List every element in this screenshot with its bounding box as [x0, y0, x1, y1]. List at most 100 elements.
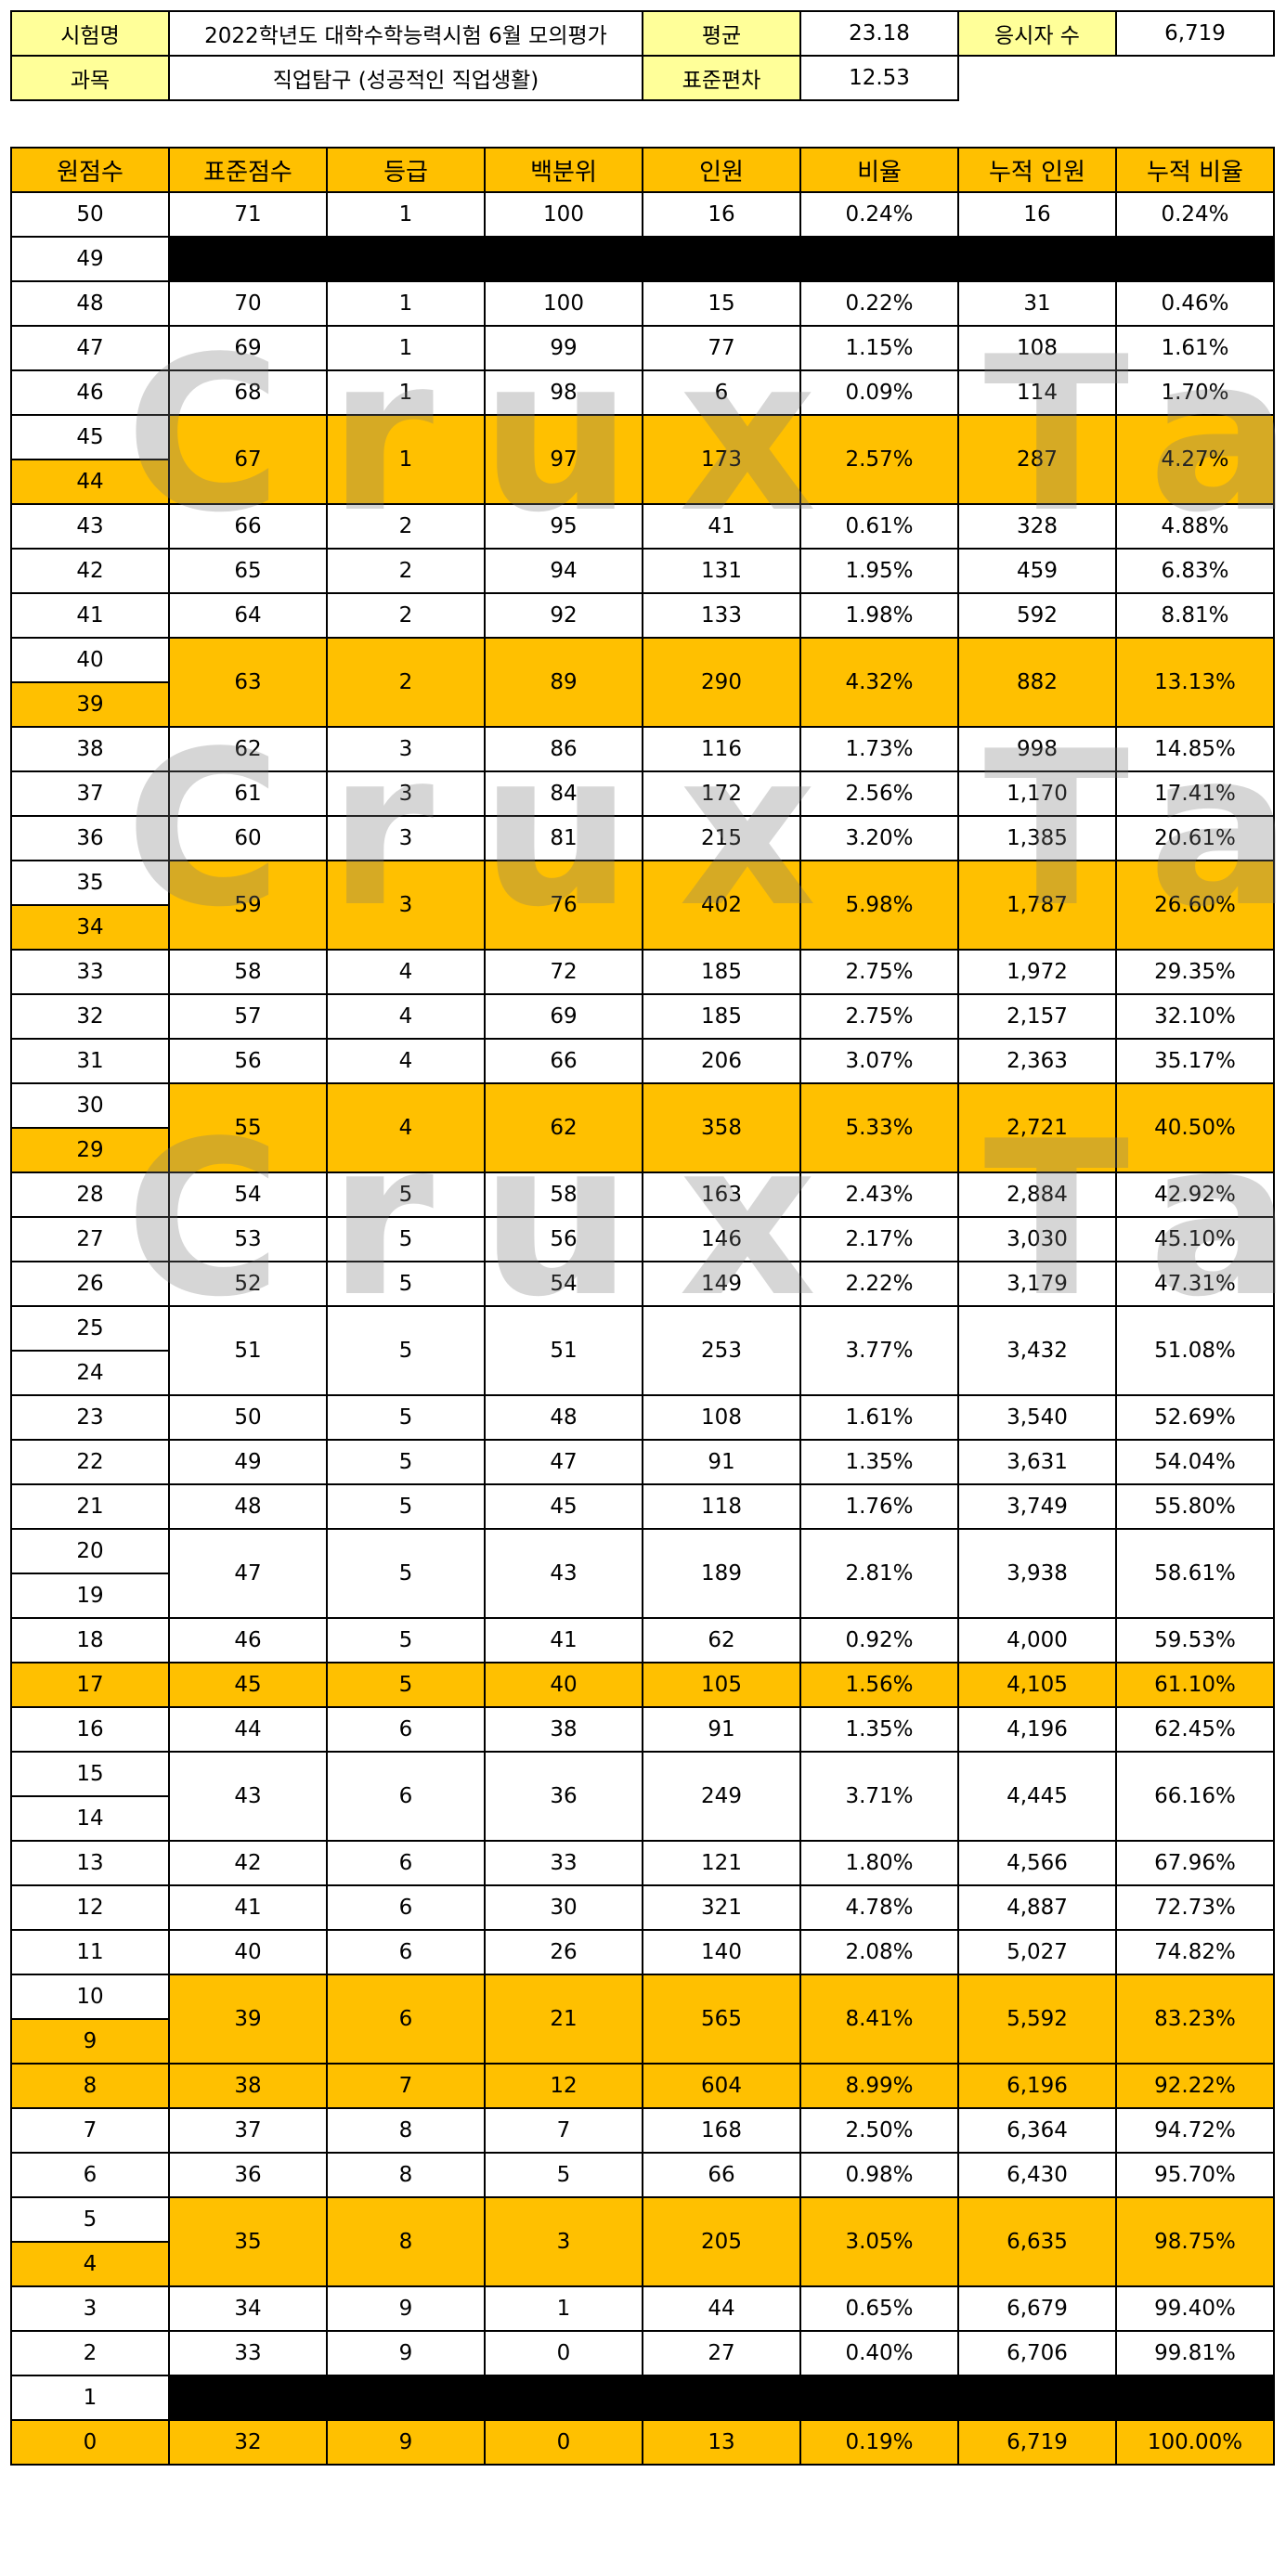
standard-score-cell: 33	[168, 2330, 328, 2376]
column-header-percentile: 백분위	[484, 147, 643, 193]
percentile-cell: 21	[484, 1974, 643, 2065]
cumulative-ratio-cell: 51.08%	[1115, 1305, 1275, 1396]
standard-score-cell: 41	[168, 1884, 328, 1931]
count-cell: 62	[642, 1617, 801, 1663]
standard-score-cell: 38	[168, 2063, 328, 2109]
grade-cell: 5	[326, 1617, 486, 1663]
cumulative-ratio-cell: 0.24%	[1115, 191, 1275, 238]
ratio-cell: 0.22%	[799, 280, 959, 327]
standard-score-cell: 58	[168, 949, 328, 995]
standard-score-cell: 50	[168, 1394, 328, 1441]
cumulative-ratio-cell: 40.50%	[1115, 1082, 1275, 1173]
count-cell: 77	[642, 325, 801, 371]
table-row: 28 54 5 58 163 2.43% 2,884 42.92%	[10, 1171, 1275, 1218]
count-cell: 133	[642, 592, 801, 639]
standard-score-cell: 46	[168, 1617, 328, 1663]
cumulative-ratio-cell: 52.69%	[1115, 1394, 1275, 1441]
cumulative-ratio-cell: 6.83%	[1115, 548, 1275, 594]
column-header-standard-score: 표준점수	[168, 147, 328, 193]
raw-score-cell: 42	[10, 548, 170, 594]
header-row: 원점수 표준점수 등급 백분위 인원 비율 누적 인원 누적 비율	[10, 147, 1275, 193]
ratio-cell: 2.75%	[799, 949, 959, 995]
raw-score-cell: 9	[10, 2018, 170, 2065]
raw-score-cell: 11	[10, 1929, 170, 1975]
table-row: 48 70 1 100 15 0.22% 31 0.46%	[10, 280, 1275, 327]
standard-score-cell: 42	[168, 1840, 328, 1886]
ratio-cell: 4.32%	[799, 637, 959, 728]
ratio-cell: 3.07%	[799, 1038, 959, 1084]
cumulative-count-cell: 1,972	[957, 949, 1117, 995]
cumulative-ratio-cell: 95.70%	[1115, 2152, 1275, 2198]
count-cell: 206	[642, 1038, 801, 1084]
percentile-cell: 76	[484, 860, 643, 951]
raw-score-cell: 21	[10, 1483, 170, 1530]
standard-score-cell: 40	[168, 1929, 328, 1975]
cumulative-count-cell: 2,721	[957, 1082, 1117, 1173]
cumulative-ratio-cell: 4.88%	[1115, 503, 1275, 550]
standard-score-cell: 32	[168, 2419, 328, 2466]
cumulative-ratio-cell: 54.04%	[1115, 1439, 1275, 1485]
raw-score-cell: 3	[10, 2285, 170, 2332]
count-cell: 565	[642, 1974, 801, 2065]
table-row: 7 37 8 7 168 2.50% 6,364 94.72%	[10, 2107, 1275, 2154]
table-row: 2 33 9 0 27 0.40% 6,706 99.81%	[10, 2330, 1275, 2376]
cumulative-ratio-cell: 1.61%	[1115, 325, 1275, 371]
grade-cell: 1	[326, 280, 486, 327]
cumulative-count-cell: 1,385	[957, 815, 1117, 861]
percentile-cell: 33	[484, 1840, 643, 1886]
count-cell: 249	[642, 1751, 801, 1842]
cumulative-ratio-cell: 47.31%	[1115, 1261, 1275, 1307]
grade-cell: 5	[326, 1171, 486, 1218]
table-row: 17 45 5 40 105 1.56% 4,105 61.10%	[10, 1662, 1275, 1708]
count-cell: 358	[642, 1082, 801, 1173]
raw-score-cell: 35	[10, 860, 170, 906]
cumulative-count-cell: 4,445	[957, 1751, 1117, 1842]
cumulative-count-cell: 3,938	[957, 1528, 1117, 1619]
mean-value: 23.18	[799, 10, 959, 57]
ratio-cell: 2.08%	[799, 1929, 959, 1975]
percentile-cell: 48	[484, 1394, 643, 1441]
table-row: 16 44 6 38 91 1.35% 4,196 62.45%	[10, 1706, 1275, 1753]
raw-score-cell: 17	[10, 1662, 170, 1708]
standard-score-cell: 35	[168, 2196, 328, 2287]
grade-cell: 4	[326, 993, 486, 1040]
percentile-cell: 43	[484, 1528, 643, 1619]
grade-cell: 2	[326, 637, 486, 728]
grade-cell: 2	[326, 503, 486, 550]
table-row: 4	[10, 2241, 1274, 2287]
cumulative-ratio-cell: 98.75%	[1115, 2196, 1275, 2287]
cumulative-count-cell: 287	[957, 414, 1117, 505]
raw-score-cell: 34	[10, 904, 170, 951]
grade-cell: 5	[326, 1439, 486, 1485]
table-body: 50 71 1 100 16 0.24% 16 0.24% 49 48 70 1 100 15 0.22% 3…	[10, 191, 1275, 2466]
raw-score-cell: 15	[10, 1751, 170, 1797]
raw-score-cell: 40	[10, 637, 170, 683]
table-row: 9	[10, 2018, 1274, 2065]
score-distribution-table: 원점수 표준점수 등급 백분위 인원 비율 누적 인원 누적 비율 50 71 1 1…	[10, 147, 1275, 2466]
standard-score-cell: 62	[168, 726, 328, 772]
count-cell: 604	[642, 2063, 801, 2109]
table-row: 21 48 5 45 118 1.76% 3,749 55.80%	[10, 1483, 1275, 1530]
raw-score-cell: 5	[10, 2196, 170, 2243]
cumulative-count-cell: 4,000	[957, 1617, 1117, 1663]
cumulative-count-cell: 592	[957, 592, 1117, 639]
takers-label: 응시자 수	[957, 10, 1117, 57]
table-row: 39	[10, 681, 1274, 728]
count-cell: 168	[642, 2107, 801, 2154]
cumulative-count-cell: 4,566	[957, 1840, 1117, 1886]
raw-score-cell: 41	[10, 592, 170, 639]
table-row: 6 36 8 5 66 0.98% 6,430 95.70%	[10, 2152, 1275, 2198]
grade-cell: 5	[326, 1394, 486, 1441]
raw-score-cell: 39	[10, 681, 170, 728]
raw-score-cell: 20	[10, 1528, 170, 1574]
table-row: 49	[10, 236, 1275, 282]
standard-score-cell: 57	[168, 993, 328, 1040]
standard-score-cell: 71	[168, 191, 328, 238]
count-cell: 44	[642, 2285, 801, 2332]
count-cell: 205	[642, 2196, 801, 2287]
count-cell: 91	[642, 1706, 801, 1753]
grade-cell: 4	[326, 949, 486, 995]
raw-score-cell: 48	[10, 280, 170, 327]
column-header-count: 인원	[642, 147, 801, 193]
mean-label: 평균	[642, 10, 801, 57]
